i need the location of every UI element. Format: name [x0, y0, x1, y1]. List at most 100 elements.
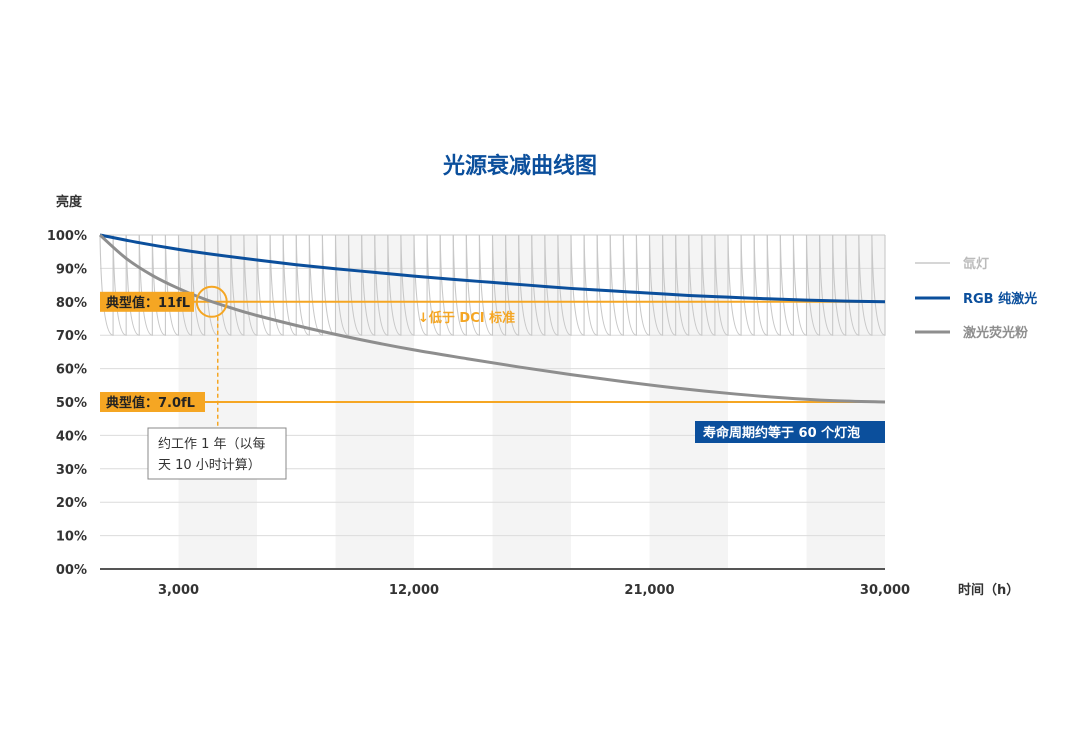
legend-label-xenon: 氙灯 — [963, 256, 989, 272]
xenon-cycle-34 — [544, 234, 559, 336]
xenon-cycle-42 — [648, 234, 664, 336]
work-year-note-line1: 约工作 1 年（以每 — [158, 436, 266, 452]
xenon-cycle-6 — [177, 234, 193, 336]
series-rgb-laser-line — [99, 233, 886, 304]
xenon-cycle-19 — [348, 234, 363, 336]
xenon-cycle-9 — [217, 234, 232, 336]
work-year-note-line2: 天 10 小时计算） — [158, 458, 261, 473]
xenon-cycle-23 — [400, 234, 415, 336]
xenon-cycle-45 — [688, 234, 703, 336]
y-tick-label-3: 30% — [56, 463, 87, 478]
series-laser-phosphor-line — [99, 233, 886, 404]
xenon-cycle-7 — [191, 234, 206, 336]
y-tick-label-10: 100% — [47, 229, 87, 244]
xenon-cycle-18 — [334, 234, 350, 336]
xenon-cycle-27 — [452, 234, 467, 336]
xenon-cycle-11 — [243, 234, 258, 336]
xenon-cycle-17 — [321, 234, 337, 336]
xenon-cycle-29 — [478, 234, 494, 336]
xenon-cycle-21 — [374, 234, 389, 336]
x-tick-label-0: 3,000 — [158, 583, 199, 598]
xenon-cycle-43 — [662, 234, 677, 336]
lifespan-tag — [695, 421, 885, 443]
xenon-cycle-44 — [675, 234, 690, 336]
xenon-cycle-48 — [727, 234, 742, 336]
y-tick-label-8: 80% — [56, 296, 87, 311]
xenon-cycle-38 — [596, 234, 611, 336]
xenon-cycle-39 — [609, 234, 624, 336]
xenon-cycle-50 — [753, 234, 768, 336]
xenon-cycle-8 — [204, 234, 219, 336]
xenon-cycle-58 — [858, 234, 873, 336]
xenon-cycle-3 — [138, 234, 153, 336]
y-tick-label-1: 10% — [56, 530, 87, 545]
y-tick-label-4: 40% — [56, 429, 87, 444]
xenon-cycle-32 — [518, 234, 533, 336]
xenon-cycle-37 — [583, 234, 598, 336]
xenon-cycle-12 — [256, 234, 271, 336]
y-tick-label-0: 00% — [56, 563, 87, 578]
x-tick-label-1: 12,000 — [389, 583, 439, 598]
xenon-cycle-16 — [308, 234, 323, 336]
typical-11-tag — [100, 291, 194, 312]
xenon-cycle-41 — [635, 234, 651, 336]
xenon-cycle-35 — [557, 234, 572, 336]
xenon-cycle-33 — [531, 234, 546, 336]
xenon-cycle-5 — [164, 234, 180, 336]
xenon-cycle-30 — [491, 234, 507, 336]
xenon-cycle-46 — [701, 234, 716, 336]
xenon-cycle-25 — [426, 234, 441, 336]
crossing-marker — [195, 285, 228, 318]
xenon-cycle-15 — [295, 234, 310, 336]
dci-note: ↓低于 DCI 标准 — [418, 310, 515, 326]
xenon-cycle-26 — [439, 234, 454, 336]
x-axis-label: 时间（h） — [958, 582, 1019, 598]
x-tick-labels: 3,000 12,000 21,000 30,000 — [158, 583, 910, 598]
legend: 氙灯 RGB 纯激光 激光荧光粉 — [915, 256, 1037, 341]
xenon-cycle-22 — [387, 234, 402, 336]
xenon-cycle-28 — [465, 234, 480, 336]
xenon-cycle-0 — [99, 234, 114, 336]
y-tick-label-5: 50% — [56, 396, 87, 411]
y-tick-labels: 00% 10% 20% 30% 40% 50% 60% 70% 80% 90% 100% — [47, 229, 87, 578]
x-tick-label-3: 30,000 — [860, 583, 910, 598]
xenon-cycle-51 — [766, 234, 781, 336]
y-tick-label-6: 60% — [56, 363, 87, 378]
xenon-cycle-2 — [125, 234, 140, 336]
y-tick-label-9: 90% — [56, 262, 87, 277]
annotations: 典型值：11fL 典型值：7.0fL ↓低于 DCI 标准 约工作 1 年（以每… — [100, 285, 885, 480]
typical-7-tag — [100, 392, 205, 412]
y-axis-label: 亮度 — [56, 194, 83, 210]
xenon-cycle-59 — [871, 234, 886, 336]
legend-label-laser-phosphor: 激光荧光粉 — [963, 325, 1028, 341]
xenon-cycle-57 — [845, 234, 860, 336]
xenon-cycle-14 — [282, 234, 297, 336]
xenon-cycle-10 — [230, 234, 245, 336]
xenon-cycle-4 — [151, 234, 166, 336]
y-tick-label-7: 70% — [56, 329, 87, 344]
typical-11-label: 典型值：11fL — [106, 295, 190, 311]
legend-label-rgb-laser: RGB 纯激光 — [963, 291, 1037, 307]
series-xenon — [99, 234, 886, 336]
xenon-cycle-36 — [570, 234, 585, 336]
chart-title: 光源衰减曲线图 — [442, 153, 597, 179]
xenon-cycle-52 — [779, 234, 794, 336]
typical-7-label: 典型值：7.0fL — [106, 395, 195, 411]
xenon-cycle-24 — [413, 234, 428, 336]
reference-lines — [100, 300, 885, 403]
xenon-cycle-56 — [832, 234, 847, 336]
xenon-cycle-1 — [112, 234, 127, 336]
xenon-cycle-40 — [622, 234, 637, 336]
lifespan-note: 寿命周期约等于 60 个灯泡 — [703, 425, 860, 441]
xenon-cycle-55 — [819, 234, 834, 336]
xenon-cycle-31 — [505, 234, 520, 336]
xenon-cycle-47 — [714, 234, 729, 336]
y-tick-label-2: 20% — [56, 496, 87, 511]
work-year-box — [147, 427, 287, 480]
xenon-cycle-54 — [805, 234, 821, 336]
xenon-cycle-53 — [792, 234, 808, 336]
xenon-cycle-49 — [740, 234, 755, 336]
xenon-cycle-20 — [361, 234, 376, 336]
